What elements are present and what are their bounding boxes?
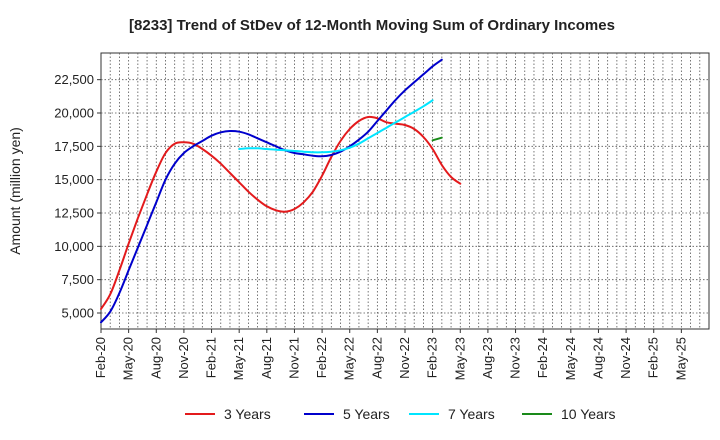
grid-lines — [101, 53, 709, 329]
x-tick-label: Aug-20 — [148, 337, 163, 379]
legend-label: 10 Years — [561, 406, 616, 422]
y-tick-label: 15,000 — [54, 172, 94, 187]
legend-item: 7 Years — [409, 406, 495, 422]
x-tick-label: Aug-24 — [590, 337, 605, 379]
y-tick-label: 17,500 — [54, 139, 94, 154]
legend-item: 5 Years — [304, 406, 390, 422]
y-tick-label: 7,500 — [61, 272, 94, 287]
x-tick-label: Feb-22 — [314, 337, 329, 378]
x-tick-label: Nov-22 — [397, 337, 412, 379]
series-layer — [100, 58, 462, 324]
x-tick-label: Feb-25 — [646, 337, 661, 378]
legend-item: 3 Years — [185, 406, 271, 422]
x-tick-label: Nov-24 — [618, 337, 633, 379]
series-line-3-years — [100, 115, 462, 310]
x-tick-label: Nov-23 — [508, 337, 523, 379]
x-tick-label: Feb-21 — [204, 337, 219, 378]
x-tick-label: May-23 — [452, 337, 467, 380]
y-tick-label: 10,000 — [54, 239, 94, 254]
legend: 3 Years 5 Years 7 Years 10 Years — [185, 406, 616, 422]
y-tick-label: 20,000 — [54, 106, 94, 121]
x-tick-label: Feb-24 — [535, 337, 550, 378]
y-tick-label: 22,500 — [54, 72, 94, 87]
series-line-5-years — [100, 58, 443, 324]
y-axis-ticks: 5,000 7,500 10,000 12,500 15,000 17,500 20,000… — [54, 72, 101, 321]
series-line-10-years — [431, 136, 443, 142]
x-tick-label: Feb-20 — [93, 337, 108, 378]
x-tick-label: May-24 — [563, 337, 578, 380]
x-tick-label: May-25 — [673, 337, 688, 380]
x-tick-label: Nov-20 — [176, 337, 191, 379]
series-line-7-years — [238, 99, 434, 154]
legend-label: 3 Years — [224, 406, 271, 422]
x-tick-label: May-21 — [231, 337, 246, 380]
x-tick-label: Aug-22 — [369, 337, 384, 379]
x-tick-label: Feb-23 — [425, 337, 440, 378]
x-tick-label: Nov-21 — [286, 337, 301, 379]
legend-label: 7 Years — [448, 406, 495, 422]
y-tick-label: 5,000 — [61, 306, 94, 321]
y-tick-label: 12,500 — [54, 206, 94, 221]
x-tick-label: May-22 — [342, 337, 357, 380]
legend-label: 5 Years — [343, 406, 390, 422]
x-axis-ticks: Feb-20 May-20 Aug-20 Nov-20 Feb-21 May-21 Aug-… — [93, 329, 688, 380]
x-tick-label: Aug-21 — [259, 337, 274, 379]
y-axis-label: Amount (million yen) — [7, 127, 23, 255]
chart-title: [8233] Trend of StDev of 12-Month Moving… — [129, 17, 615, 34]
x-tick-label: May-20 — [121, 337, 136, 380]
legend-item: 10 Years — [522, 406, 616, 422]
x-tick-label: Aug-23 — [480, 337, 495, 379]
